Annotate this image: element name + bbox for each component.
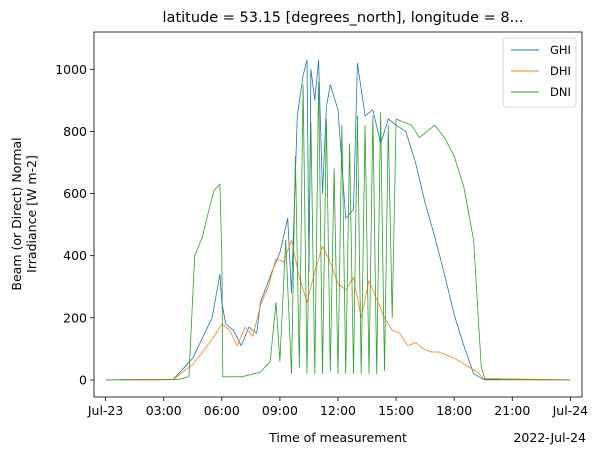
legend-box — [502, 37, 577, 108]
series-line-dni — [105, 81, 571, 381]
y-tick-label: 600 — [63, 186, 87, 201]
legend-label-dhi: DHI — [550, 64, 571, 78]
y-tick-label: 200 — [63, 310, 87, 325]
x-tick-label: 09:00 — [262, 403, 298, 418]
series-layer — [105, 59, 571, 381]
x-tick-label: 18:00 — [436, 403, 472, 418]
series-line-dhi — [105, 239, 571, 381]
x-tick-label: 03:00 — [146, 403, 182, 418]
legend: GHI DHI DNI — [502, 37, 577, 108]
series-line-ghi — [105, 59, 571, 381]
y-tick-label: 400 — [63, 248, 87, 263]
x-tick-label: 12:00 — [320, 403, 356, 418]
y-axis-label-line-1: Beam (or Direct) Normal — [9, 137, 24, 290]
y-axis-label: Beam (or Direct) Normal Irradiance [W m-… — [9, 137, 39, 290]
x-axis: Jul-23 03:00 06:00 09:00 12:00 15:00 18:00 21:0… — [87, 397, 588, 418]
legend-label-dni: DNI — [550, 85, 571, 99]
x-axis-label: Time of measurement — [268, 430, 407, 445]
y-tick-label: 1000 — [55, 62, 87, 77]
y-axis-label-line-2: Irradiance [W m-2] — [24, 155, 39, 273]
chart-title: latitude = 53.15 [degrees_north], longit… — [163, 10, 524, 26]
legend-label-ghi: GHI — [550, 43, 571, 57]
x-tick-label: 15:00 — [378, 403, 414, 418]
y-tick-label: 800 — [63, 124, 87, 139]
y-axis: 0 200 400 600 800 1000 — [55, 62, 94, 387]
x-tick-label: 21:00 — [494, 403, 530, 418]
x-tick-label: 06:00 — [204, 403, 240, 418]
x-tick-label: Jul-24 — [552, 403, 589, 418]
x-tick-label: Jul-23 — [87, 403, 124, 418]
x-axis-offset-label: 2022-Jul-24 — [513, 430, 586, 445]
y-tick-label: 0 — [79, 372, 87, 387]
